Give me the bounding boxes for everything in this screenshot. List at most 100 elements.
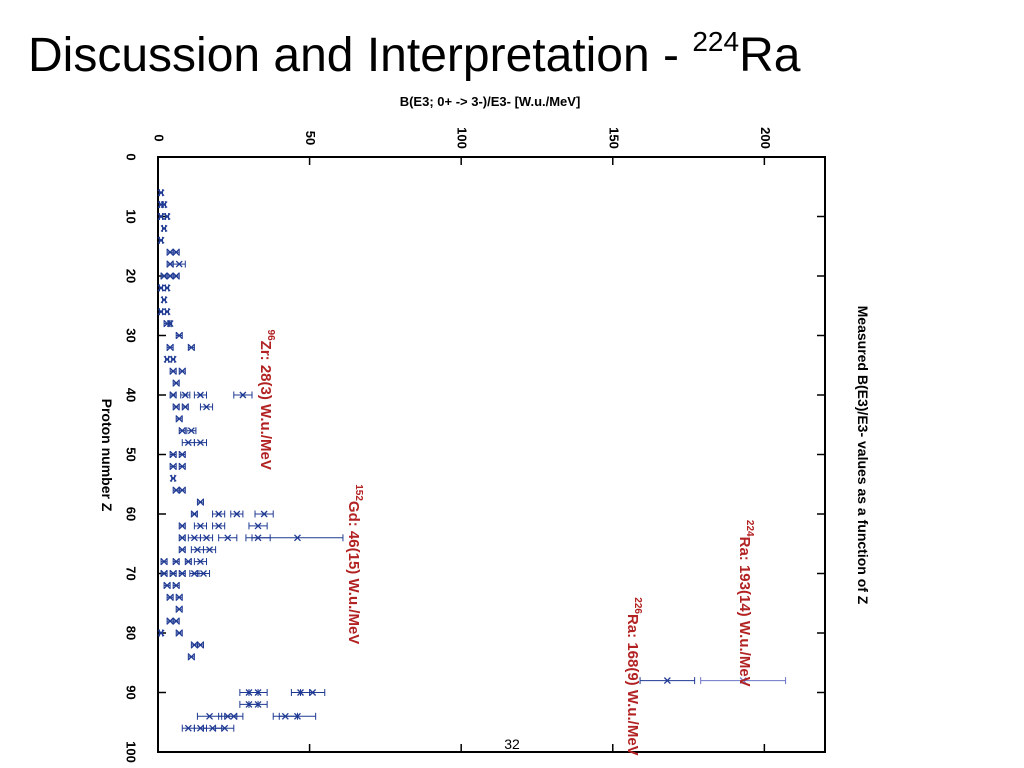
measured-point [175, 332, 183, 339]
measured-point [160, 570, 168, 577]
measured-point [160, 558, 168, 566]
point-marker [178, 546, 186, 554]
measured-point [163, 308, 171, 316]
measured-point [224, 712, 244, 720]
measured-point [193, 558, 208, 566]
point-marker [166, 248, 174, 256]
measured-point [251, 534, 344, 542]
point-marker [230, 712, 238, 720]
measured-point [166, 248, 174, 256]
measured-point [166, 260, 174, 268]
measured-point [166, 272, 174, 280]
nucleus-annotation: 96Zr: 28(3) W.u./MeV [257, 330, 276, 470]
point-marker [239, 391, 247, 399]
point-marker [172, 248, 180, 256]
point-marker [157, 308, 165, 316]
value-tick-label: 50 [303, 131, 318, 145]
point-marker [169, 367, 177, 375]
measured-point [172, 379, 180, 387]
measured-point [169, 367, 177, 375]
annotation-text: Zr: 28(3) W.u./MeV [257, 341, 274, 470]
measured-point [181, 724, 195, 732]
measured-point [215, 724, 235, 732]
point-marker [254, 522, 262, 530]
point-marker [160, 224, 168, 232]
point-marker [166, 320, 174, 328]
point-marker [169, 451, 177, 458]
measured-point [181, 439, 195, 447]
measured-point [163, 213, 171, 220]
point-marker [196, 558, 204, 566]
point-marker [166, 593, 174, 601]
point-marker [169, 355, 177, 363]
measured-point [169, 462, 177, 470]
point-marker [160, 272, 168, 280]
measured-point [184, 558, 192, 566]
point-marker [254, 689, 262, 696]
point-marker [233, 510, 241, 518]
point-marker [172, 558, 180, 566]
z-tick-label: 50 [124, 447, 139, 461]
measured-point [172, 486, 180, 494]
measured-point [169, 570, 177, 577]
measured-point [190, 546, 204, 554]
z-tick-label: 30 [124, 328, 139, 342]
measured-point [199, 534, 214, 542]
measured-point [178, 570, 186, 577]
point-marker [178, 451, 186, 458]
measured-point [178, 367, 186, 375]
measured-point [175, 415, 183, 423]
point-marker [309, 689, 317, 696]
point-marker [175, 332, 183, 339]
annotation-mass-number: 224 [744, 520, 755, 537]
measured-point [157, 213, 165, 220]
measured-point [172, 272, 180, 280]
measured-point [248, 700, 268, 708]
x-axis-label: Proton number Z [99, 399, 115, 512]
point-marker [178, 462, 186, 470]
point-marker [157, 284, 165, 292]
point-marker [163, 284, 171, 292]
measured-point [175, 629, 183, 637]
measured-point [163, 355, 171, 363]
value-tick-label: 0 [152, 134, 167, 141]
point-marker [169, 391, 177, 399]
point-marker [172, 272, 180, 280]
measured-point [193, 439, 208, 447]
point-marker [190, 534, 198, 542]
point-marker [178, 522, 186, 530]
point-marker [178, 367, 186, 375]
measured-point [187, 653, 195, 661]
measured-point [163, 284, 171, 292]
point-marker [215, 510, 223, 518]
measured-point [169, 391, 177, 399]
point-marker [206, 546, 214, 554]
point-marker [166, 272, 174, 280]
annotation-text: Ra: 193(14) W.u./MeV [736, 537, 753, 687]
point-marker [169, 570, 177, 577]
point-marker [663, 677, 671, 685]
point-marker [184, 724, 192, 732]
measured-point [233, 391, 253, 399]
measured-point [193, 724, 208, 732]
measured-point [196, 498, 204, 506]
measured-point [157, 236, 165, 244]
point-marker [166, 343, 174, 351]
point-marker [294, 534, 301, 542]
point-marker [160, 296, 168, 304]
point-marker [203, 534, 210, 542]
measured-point [157, 629, 165, 637]
measured-point [169, 451, 177, 458]
point-marker [190, 570, 198, 577]
z-tick-label: 90 [124, 685, 139, 699]
slide-title: Discussion and Interpretation - 224Ra [28, 26, 800, 83]
measured-point [160, 201, 168, 209]
point-marker [221, 724, 229, 732]
point-marker [178, 570, 186, 577]
measured-point [172, 558, 180, 566]
point-marker [196, 498, 204, 506]
z-tick-label: 100 [124, 741, 139, 763]
measured-point [212, 510, 226, 518]
measured-point [196, 641, 204, 649]
measured-point [163, 581, 171, 589]
